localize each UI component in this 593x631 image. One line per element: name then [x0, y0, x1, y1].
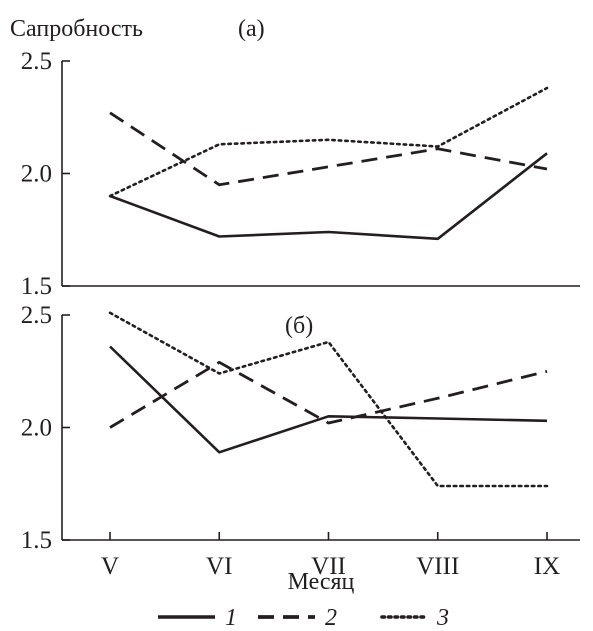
- x-tick-label: VI: [206, 553, 232, 580]
- chart-marks: 1.52.02.51.52.02.5V VI VII VIII IX1 2 3: [21, 48, 580, 631]
- series-line-3: [108, 311, 549, 488]
- legend-label: 2: [325, 605, 337, 631]
- legend-label: 3: [436, 605, 449, 631]
- y-axis-label: Сапробность: [10, 16, 143, 42]
- x-tick-label: VIII: [416, 553, 459, 580]
- series-line-3: [108, 86, 549, 198]
- panel-a-label: (а): [238, 16, 265, 42]
- legend-label: 1: [225, 605, 237, 631]
- series-line-1: [109, 152, 548, 241]
- x-tick-label: IX: [534, 553, 560, 580]
- y-tick-label: 2.0: [21, 415, 52, 442]
- y-tick-label: 2.5: [21, 48, 52, 75]
- y-tick-label: 2.0: [21, 161, 52, 188]
- x-tick-label: VII: [311, 553, 346, 580]
- x-axis-label: Месяц: [288, 569, 355, 595]
- y-tick-label: 1.5: [21, 527, 52, 554]
- series-line-1: [109, 345, 548, 454]
- panel-b-label: (б): [285, 313, 313, 339]
- y-tick-label: 1.5: [21, 273, 52, 300]
- series-line-2: [109, 360, 548, 429]
- x-tick-label: V: [101, 553, 119, 580]
- y-tick-label: 2.5: [21, 302, 52, 329]
